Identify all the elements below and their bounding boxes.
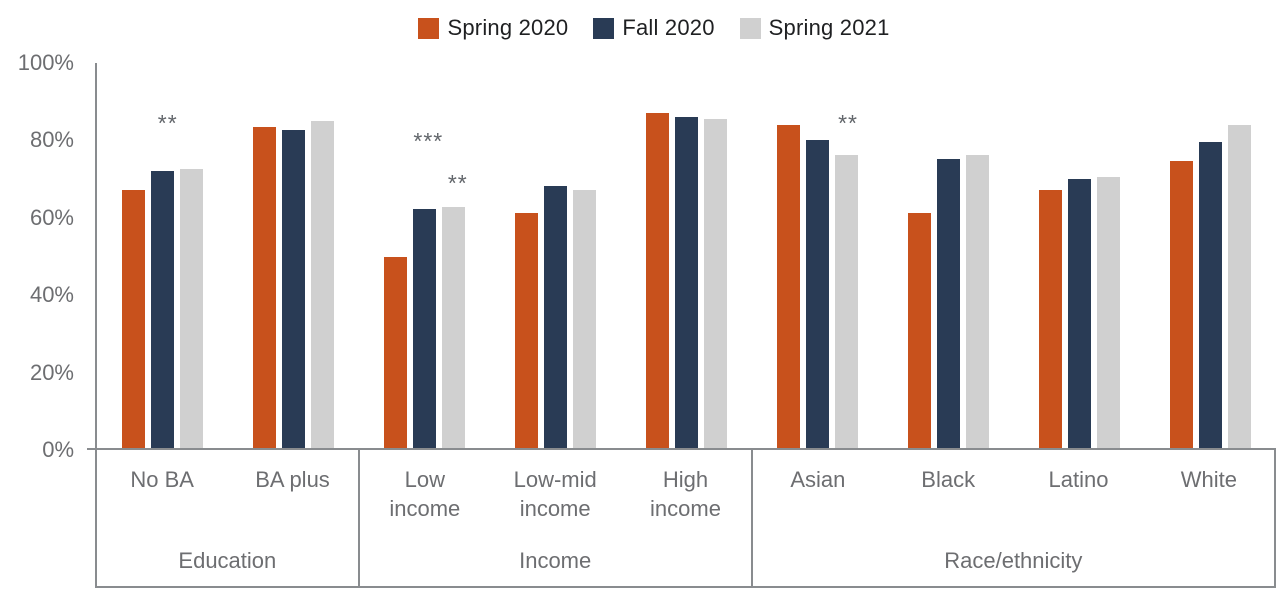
legend-item-spring-2021: Spring 2021 xyxy=(739,15,890,41)
significance-annotation-no-ba-fall-2020: ** xyxy=(157,109,178,136)
bar-spring-2020-ba-plus xyxy=(253,126,276,448)
bar-spring-2021-ba-plus xyxy=(311,120,334,448)
bar-group-income xyxy=(359,63,752,448)
category-column-high-income xyxy=(621,63,752,448)
category-label-asian: Asian xyxy=(790,467,846,492)
group-label-race-ethnicity: Race/ethnicity xyxy=(944,548,1083,573)
bar-spring-2021-white xyxy=(1228,124,1251,448)
legend-label: Fall 2020 xyxy=(622,15,715,40)
chart-legend: Spring 2020 Fall 2020 Spring 2021 xyxy=(0,15,1280,41)
x-axis-group-race-ethnicity: Asian Black Latino White Race/ethnicity xyxy=(750,450,1276,586)
category-column-black xyxy=(883,63,1014,448)
significance-annotation-low-income-fall-2020: *** xyxy=(413,127,444,154)
bar-spring-2020-black xyxy=(908,213,931,448)
group-label-education: Education xyxy=(178,548,277,573)
category-label-high-income: High income xyxy=(650,467,721,521)
bar-fall-2020-low-income xyxy=(413,209,436,448)
bar-fall-2020-asian xyxy=(806,140,829,448)
y-axis-tick-label-40: 40% xyxy=(29,282,74,308)
y-axis-tick-labels: 0% 20% 40% 60% 80% 100% xyxy=(0,50,74,462)
bar-fall-2020-high-income xyxy=(675,116,698,448)
category-label-row: No BA BA plus xyxy=(97,450,358,495)
y-axis-tick-label-20: 20% xyxy=(29,359,74,385)
category-column-no-ba xyxy=(97,63,228,448)
x-axis-group-education: No BA BA plus Education xyxy=(95,450,358,586)
bar-fall-2020-white xyxy=(1199,141,1222,448)
bar-group-education xyxy=(97,63,359,448)
category-column-low-mid-income xyxy=(490,63,621,448)
bar-spring-2021-no-ba xyxy=(180,168,203,448)
category-label-no-ba: No BA xyxy=(130,467,194,492)
category-label-row: Asian Black Latino White xyxy=(753,450,1274,495)
category-label-row: Low income Low-mid income High income xyxy=(360,450,751,523)
legend-label: Spring 2020 xyxy=(447,15,569,40)
category-column-low-income xyxy=(359,63,490,448)
legend-swatch-fall-2020 xyxy=(593,17,615,39)
x-axis-labels: No BA BA plus Education Low income Low-mid i… xyxy=(95,450,1276,588)
group-label-income: Income xyxy=(519,548,592,573)
bar-fall-2020-ba-plus xyxy=(282,130,305,448)
bar-spring-2021-low-income xyxy=(442,207,465,448)
bar-spring-2020-low-income xyxy=(384,257,407,448)
bar-fall-2020-latino xyxy=(1068,178,1091,448)
legend-swatch-spring-2021 xyxy=(739,17,761,39)
bar-fall-2020-black xyxy=(937,159,960,448)
category-label-low-income: Low income xyxy=(389,467,461,521)
bar-fall-2020-no-ba xyxy=(151,170,174,448)
bar-spring-2021-low-mid-income xyxy=(573,190,596,448)
legend-label: Spring 2021 xyxy=(768,15,890,40)
category-label-ba-plus: BA plus xyxy=(255,467,330,492)
legend-swatch-spring-2020 xyxy=(418,17,440,39)
y-axis-tick-label-80: 80% xyxy=(29,127,74,153)
significance-annotation-low-income-spring-2021: ** xyxy=(447,170,468,197)
category-label-low-mid-income: Low-mid income xyxy=(513,467,597,521)
y-axis-tick-label-100: 100% xyxy=(17,50,74,75)
category-label-white: White xyxy=(1180,467,1237,492)
category-column-ba-plus xyxy=(228,63,359,448)
bar-spring-2021-high-income xyxy=(704,118,727,448)
significance-annotation-asian-spring-2021: ** xyxy=(838,109,858,136)
bar-spring-2020-high-income xyxy=(646,113,669,448)
y-axis-tick-label-0: 0% xyxy=(42,437,74,462)
y-axis-zero-tick xyxy=(87,448,95,450)
category-column-asian xyxy=(752,63,883,448)
bar-spring-2020-latino xyxy=(1039,190,1062,448)
y-axis-tick-label-60: 60% xyxy=(29,204,74,230)
legend-item-spring-2020: Spring 2020 xyxy=(418,15,568,41)
legend-item-fall-2020: Fall 2020 xyxy=(593,15,714,41)
bar-fall-2020-low-mid-income xyxy=(544,186,567,448)
bar-spring-2021-asian xyxy=(835,155,858,448)
bar-spring-2021-latino xyxy=(1097,176,1120,448)
x-axis-group-income: Low income Low-mid income High income Incom… xyxy=(357,450,751,586)
category-label-latino: Latino xyxy=(1048,467,1109,492)
category-label-black: Black xyxy=(921,467,976,492)
bar-group-race-ethnicity xyxy=(752,63,1276,448)
category-column-white xyxy=(1145,63,1276,448)
category-column-latino xyxy=(1014,63,1145,448)
bar-spring-2020-asian xyxy=(777,124,800,448)
plot-area: ** *** ** ** xyxy=(87,63,1276,450)
bar-spring-2020-white xyxy=(1170,161,1193,448)
bar-spring-2021-black xyxy=(966,155,989,448)
bar-spring-2020-no-ba xyxy=(122,190,145,448)
bar-spring-2020-low-mid-income xyxy=(515,213,538,448)
